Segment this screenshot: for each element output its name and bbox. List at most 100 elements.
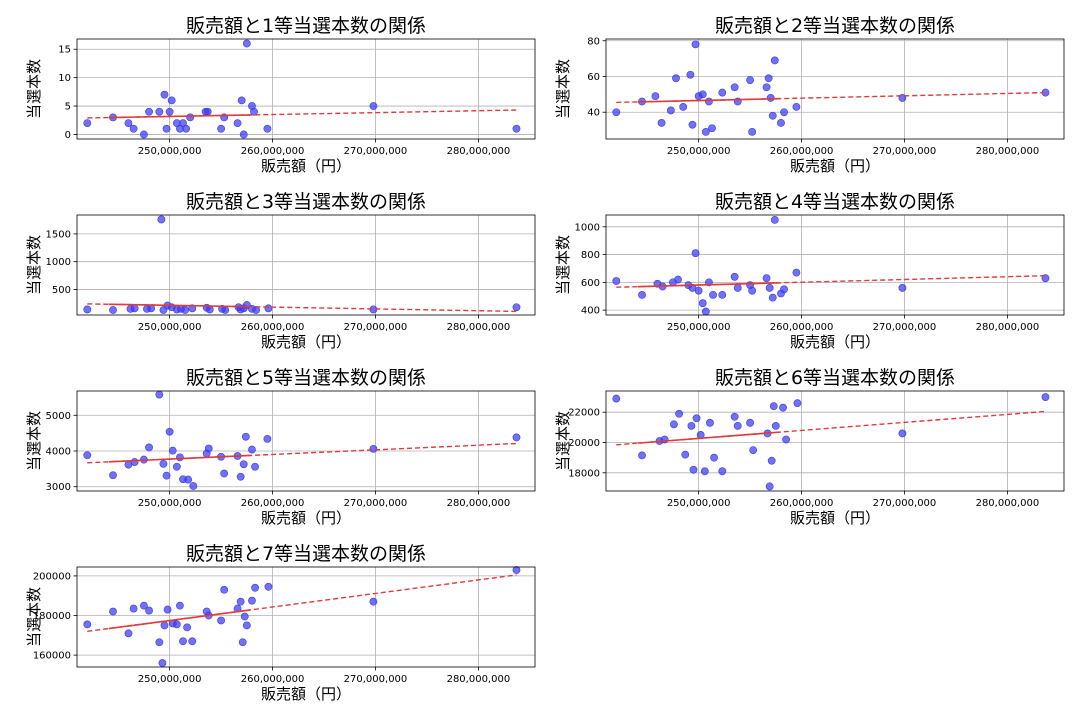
x-tick-label: 270,000,000	[344, 674, 408, 685]
data-point	[163, 605, 172, 614]
x-tick-label: 250,000,000	[667, 322, 731, 333]
chart-title: 販売額と3等当選本数の関係	[186, 191, 426, 213]
data-point	[217, 616, 225, 625]
x-tick-label: 260,000,000	[241, 322, 305, 333]
x-tick-label: 280,000,000	[976, 498, 1040, 509]
y-tick-label: 180000	[33, 611, 71, 622]
data-point	[638, 451, 646, 460]
y-tick-label: 20000	[568, 438, 600, 449]
data-point	[176, 601, 184, 610]
data-point	[780, 285, 788, 294]
x-tick-label: 260,000,000	[241, 674, 305, 685]
data-point	[706, 418, 714, 427]
data-point	[236, 597, 245, 606]
data-point	[674, 275, 682, 284]
data-point	[782, 435, 791, 444]
data-point	[250, 107, 258, 116]
data-point	[718, 467, 727, 476]
data-point	[129, 124, 138, 133]
data-point	[512, 566, 521, 574]
data-point	[770, 56, 779, 65]
chart-title: 販売額と1等当選本数の関係	[186, 15, 426, 37]
trend-line	[108, 609, 251, 630]
x-tick-label: 260,000,000	[770, 146, 834, 157]
data-point	[145, 107, 153, 116]
y-tick-label: 10	[58, 73, 71, 84]
data-point	[762, 274, 771, 283]
data-point	[733, 421, 742, 430]
data-point	[165, 107, 174, 116]
data-point	[264, 582, 273, 591]
x-tick-label: 260,000,000	[770, 498, 834, 509]
data-point	[672, 74, 680, 83]
data-point	[792, 268, 801, 277]
x-tick-label: 270,000,000	[344, 322, 408, 333]
data-point	[124, 119, 133, 127]
data-point	[176, 453, 184, 462]
data-point	[766, 94, 775, 102]
x-axis-label: 販売額（円）	[261, 333, 351, 351]
data-point	[749, 446, 758, 454]
data-point	[730, 272, 739, 281]
data-point	[179, 637, 187, 646]
data-point	[182, 124, 190, 133]
data-point	[181, 306, 189, 314]
data-point	[746, 418, 754, 427]
data-point	[203, 107, 212, 116]
data-point	[145, 606, 153, 615]
x-axis-label: 販売額（円）	[790, 509, 880, 527]
data-point	[768, 293, 777, 302]
data-point	[692, 414, 701, 423]
data-point	[651, 92, 660, 101]
data-point	[240, 612, 249, 621]
data-point	[129, 604, 138, 613]
chart-title: 販売額と5等当選本数の関係	[186, 367, 426, 389]
y-tick-label: 40	[587, 108, 600, 119]
x-axis-label: 販売額（円）	[790, 333, 880, 351]
data-point	[155, 390, 164, 399]
y-axis-label: 当選本数	[25, 59, 43, 119]
y-axis-label: 当選本数	[25, 411, 43, 471]
x-tick-label: 270,000,000	[344, 498, 408, 509]
data-point	[718, 290, 727, 299]
data-point	[698, 299, 707, 308]
data-point	[512, 124, 521, 133]
data-point	[263, 434, 272, 443]
data-point	[746, 76, 754, 84]
data-point	[263, 124, 272, 133]
plot-frame	[605, 214, 1065, 316]
data-point	[769, 402, 778, 411]
data-point	[777, 119, 785, 127]
plot-frame	[76, 38, 536, 140]
data-point	[730, 83, 739, 92]
data-point	[183, 623, 192, 632]
data-point	[764, 74, 773, 83]
chart-title: 販売額と4等当選本数の関係	[715, 191, 955, 213]
chart-title: 販売額と7等当選本数の関係	[186, 543, 426, 565]
data-point	[701, 127, 710, 136]
chart-title: 販売額と2等当選本数の関係	[715, 15, 955, 37]
data-point	[675, 409, 683, 418]
x-tick-label: 280,000,000	[447, 498, 511, 509]
x-axis-label: 販売額（円）	[790, 157, 880, 175]
trend-line	[108, 114, 251, 119]
plot-frame	[605, 390, 1065, 492]
y-tick-label: 80	[587, 36, 600, 47]
data-point	[898, 284, 907, 292]
data-point	[83, 305, 92, 314]
data-point	[162, 471, 171, 480]
y-tick-label: 0	[65, 130, 71, 141]
data-point	[139, 601, 148, 610]
data-point	[698, 90, 707, 99]
y-tick-label: 1500	[46, 229, 71, 240]
data-point	[205, 305, 214, 314]
y-tick-label: 160000	[33, 651, 71, 662]
data-point	[204, 444, 213, 453]
subplot-6: 250,000,000 260,000,000 270,000,000 280,000…	[554, 367, 1065, 527]
y-axis-label: 当選本数	[25, 587, 43, 647]
x-tick-label: 280,000,000	[447, 674, 511, 685]
data-point	[160, 621, 169, 630]
data-point	[1041, 393, 1050, 401]
data-point	[748, 286, 757, 295]
x-tick-label: 250,000,000	[138, 674, 202, 685]
